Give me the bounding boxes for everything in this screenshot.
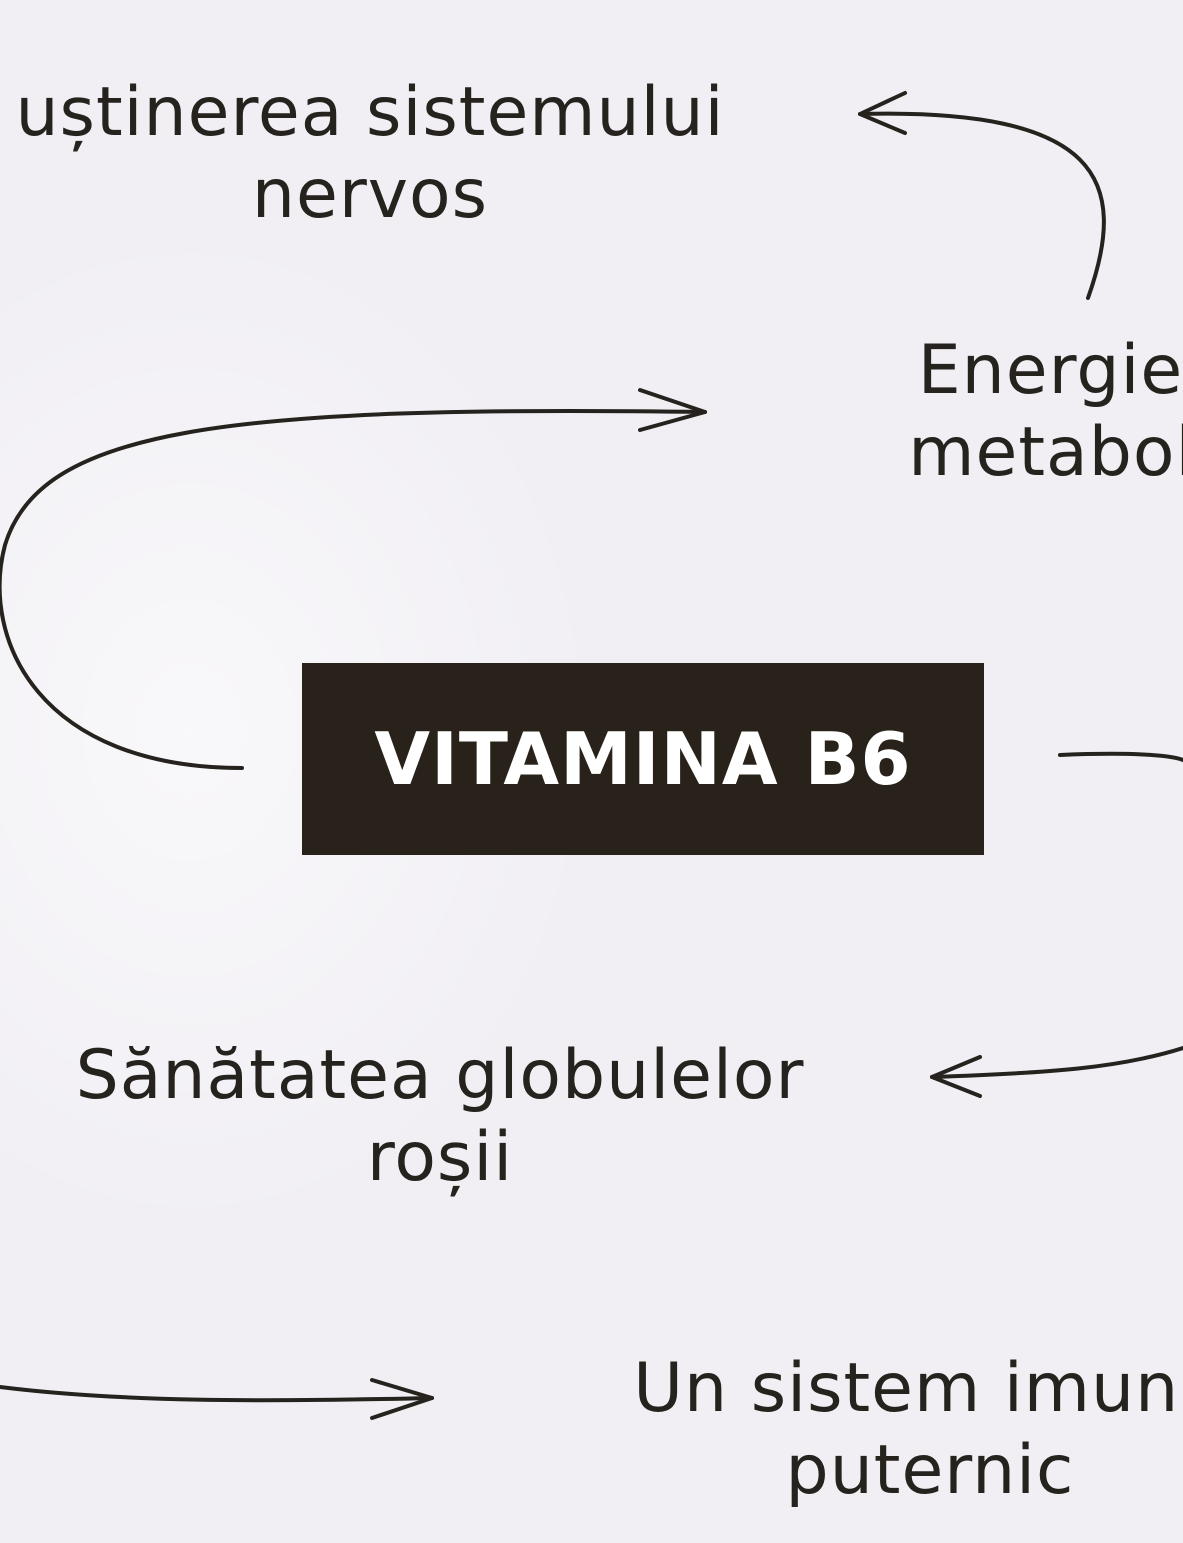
center-box: VITAMINA B6 [302, 663, 984, 855]
node-nervous-system: uștinerea sistemului nervos [15, 73, 725, 234]
arrowhead-immune [370, 1378, 434, 1420]
node-energy-metabolism: Energie ș metabolis [908, 331, 1183, 492]
arrow-energy-to-nervous [858, 111, 1106, 300]
arrow-center-to-energy [0, 408, 707, 770]
node-red-blood-cells: Sănătatea globulelor roșii [75, 1036, 805, 1197]
arrow-blood-tail [930, 1046, 1183, 1079]
arrowhead-blood [930, 1055, 982, 1098]
arrow-center-to-blood [1058, 751, 1183, 762]
arrowhead-nervous [858, 91, 907, 135]
arrowhead-energy [638, 388, 707, 432]
center-title: VITAMINA B6 [374, 717, 912, 801]
node-immune-system: Un sistem imunit puternic [633, 1349, 1183, 1510]
arrow-to-immune [0, 1385, 434, 1403]
